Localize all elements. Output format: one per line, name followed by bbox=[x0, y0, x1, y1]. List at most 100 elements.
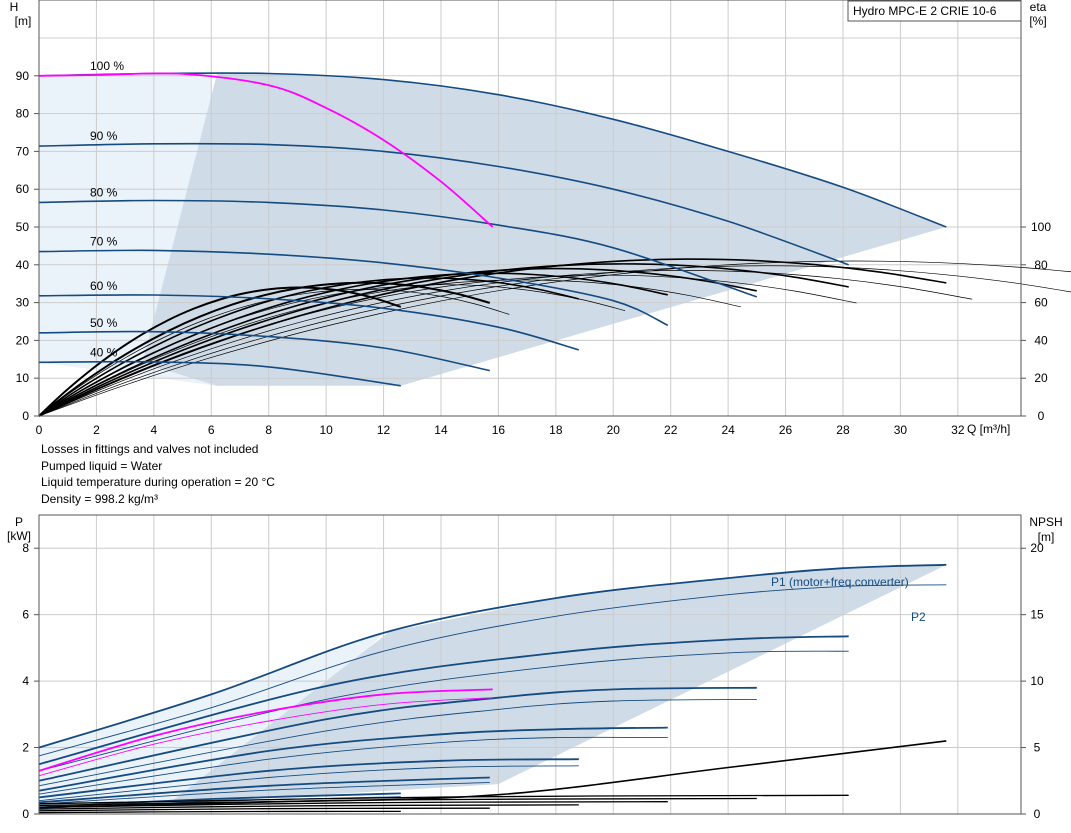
p2-curve bbox=[38, 698, 757, 787]
npsh-tick-label: 20 bbox=[1030, 541, 1044, 555]
x-tick-label: 28 bbox=[836, 423, 850, 437]
power-region-dark bbox=[168, 564, 947, 805]
efficiency-curve bbox=[38, 277, 579, 417]
eta-axis-label: eta bbox=[1030, 0, 1047, 14]
p1-label: P1 (motor+freq.converter) bbox=[771, 575, 909, 589]
efficiency-curve-thin bbox=[38, 274, 857, 417]
head-curve-label: 80 % bbox=[90, 185, 118, 199]
npsh-axis-label: NPSH bbox=[1029, 515, 1062, 529]
x-tick-label: 18 bbox=[549, 423, 563, 437]
npsh-curve-speed bbox=[38, 794, 849, 805]
x-tick-label: 2 bbox=[93, 423, 100, 437]
x-tick-label: 22 bbox=[664, 423, 678, 437]
npsh-curve-speed bbox=[38, 801, 668, 808]
efficiency-curve-thin bbox=[38, 270, 973, 417]
efficiency-curve bbox=[38, 267, 757, 417]
y-tick-label: 90 bbox=[16, 69, 30, 83]
x-tick-label: 0 bbox=[36, 423, 43, 437]
y2-tick-label: 0 bbox=[1038, 409, 1045, 423]
y2-tick-label: 20 bbox=[1034, 371, 1048, 385]
p-tick-label: 8 bbox=[22, 541, 29, 555]
x-tick-label: 6 bbox=[208, 423, 215, 437]
head-curve-label: 60 % bbox=[90, 279, 118, 293]
selected-p1-curve bbox=[38, 688, 493, 772]
p1-curve bbox=[38, 686, 757, 782]
efficiency-curve bbox=[38, 286, 402, 417]
y-tick-label: 10 bbox=[16, 371, 30, 385]
npsh-tick-label: 15 bbox=[1030, 608, 1044, 622]
x-tick-label: 26 bbox=[779, 423, 793, 437]
npsh-axis-unit: [m] bbox=[1038, 530, 1055, 544]
x-tick-label: 24 bbox=[721, 423, 735, 437]
p2-curve bbox=[38, 781, 490, 805]
efficiency-curve bbox=[38, 263, 849, 417]
y-tick-label: 70 bbox=[16, 144, 30, 158]
p1-curve bbox=[38, 563, 947, 749]
x-tick-label: 4 bbox=[151, 423, 158, 437]
p1-curve bbox=[38, 776, 490, 804]
head-curve bbox=[38, 249, 669, 327]
p2-label: P2 bbox=[911, 610, 926, 624]
head-curve bbox=[38, 199, 758, 298]
y-tick-label: 50 bbox=[16, 220, 30, 234]
npsh-tick-label: 10 bbox=[1030, 674, 1044, 688]
y-tick-label: 80 bbox=[16, 107, 30, 121]
chart-title-box bbox=[847, 0, 1022, 22]
npsh-curve-speed bbox=[38, 807, 490, 812]
p2-curve bbox=[38, 736, 668, 795]
efficiency-curve-thin bbox=[38, 265, 1071, 417]
y2-tick-label: 80 bbox=[1034, 258, 1048, 272]
lower-plot-frame bbox=[38, 514, 1022, 815]
p2-curve bbox=[38, 650, 849, 772]
head-curve bbox=[38, 360, 401, 387]
npsh-tick-label: 5 bbox=[1034, 741, 1041, 755]
h-axis-label: H bbox=[10, 0, 19, 14]
p1-curve bbox=[38, 635, 849, 766]
x-tick-label: 12 bbox=[377, 423, 391, 437]
npsh-tick-label: 0 bbox=[1034, 807, 1041, 821]
x-tick-label: 30 bbox=[894, 423, 908, 437]
fluid-info: Losses in fittings and valves not includ… bbox=[41, 441, 275, 507]
q-axis-label: Q [m³/h] bbox=[967, 422, 1010, 436]
eta-axis-unit: [%] bbox=[1029, 14, 1046, 28]
x-tick-label: 14 bbox=[434, 423, 448, 437]
head-curve bbox=[38, 142, 849, 266]
p-axis-unit: [kW] bbox=[7, 529, 31, 543]
npsh-curve-speed bbox=[38, 797, 757, 807]
x-tick-label: 10 bbox=[319, 423, 333, 437]
head-curve bbox=[38, 330, 490, 372]
npsh-curve bbox=[38, 740, 947, 809]
note-temperature: Liquid temperature during operation = 20… bbox=[41, 475, 275, 489]
upper-plot-frame bbox=[38, 0, 1022, 417]
x-tick-label: 8 bbox=[265, 423, 272, 437]
npsh-curve-speed bbox=[38, 810, 401, 814]
y-tick-label: 60 bbox=[16, 182, 30, 196]
p-axis-label: P bbox=[15, 515, 23, 529]
x-tick-label: 20 bbox=[607, 423, 621, 437]
efficiency-curve-thin bbox=[38, 260, 1071, 417]
npsh-curve-speed bbox=[38, 804, 579, 810]
y-tick-label: 30 bbox=[16, 296, 30, 310]
head-curve bbox=[38, 294, 580, 351]
y-tick-label: 20 bbox=[16, 333, 30, 347]
head-curve-label: 50 % bbox=[90, 316, 118, 330]
note-density: Density = 998.2 kg/m³ bbox=[41, 491, 159, 506]
head-curve bbox=[38, 72, 947, 228]
x-tick-label: 16 bbox=[492, 423, 506, 437]
p-tick-label: 4 bbox=[22, 674, 29, 688]
note-losses: Losses in fittings and valves not includ… bbox=[41, 442, 259, 456]
x-tick-label: 32 bbox=[951, 423, 965, 437]
chart-title: Hydro MPC-E 2 CRIE 10-6 bbox=[853, 4, 997, 18]
head-curve-label: 90 % bbox=[90, 129, 118, 143]
selected-p2-curve bbox=[38, 697, 493, 777]
y-tick-label: 40 bbox=[16, 258, 30, 272]
note-liquid: Pumped liquid = Water bbox=[41, 458, 163, 473]
p1-curve bbox=[38, 726, 668, 792]
head-curve-label: 100 % bbox=[90, 59, 124, 73]
y2-tick-label: 100 bbox=[1031, 220, 1051, 234]
p2-curve bbox=[38, 765, 579, 802]
y2-tick-label: 60 bbox=[1034, 296, 1048, 310]
p1-curve bbox=[38, 758, 579, 799]
selected-head-curve bbox=[38, 72, 494, 228]
